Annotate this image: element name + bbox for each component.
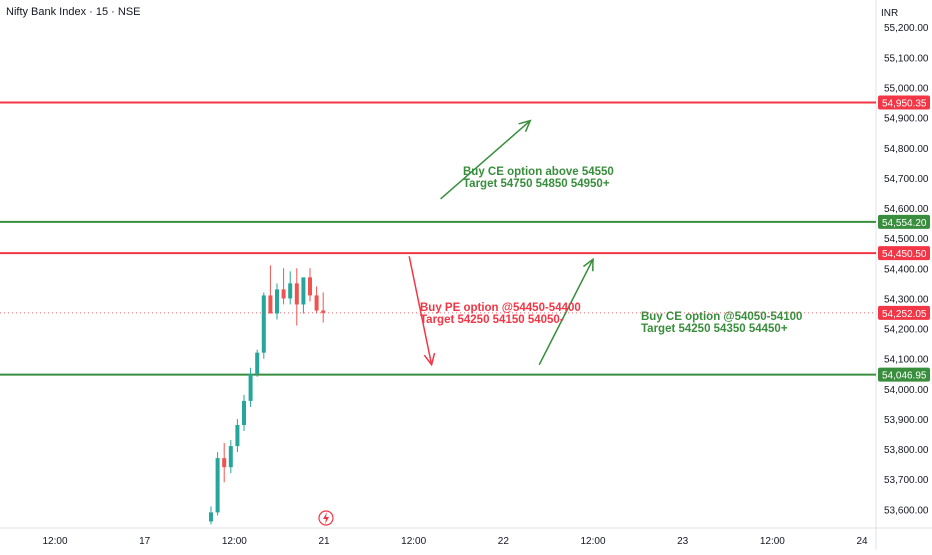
arrow-line[interactable]: [440, 120, 531, 200]
y-tick-label: 54,100.00: [884, 355, 929, 366]
last-price-tag: [878, 305, 930, 320]
candle-body[interactable]: [261, 295, 266, 353]
y-tick-label: 55,200.00: [884, 23, 929, 34]
y-tick-label: 54,200.00: [884, 325, 929, 336]
level-price-tag: [878, 95, 930, 110]
y-tick-label: 55,100.00: [884, 53, 929, 64]
y-tick-label: 54,300.00: [884, 294, 929, 305]
candle-body[interactable]: [275, 289, 279, 314]
candle-body[interactable]: [294, 283, 299, 305]
level-price-label: 54,554.20: [882, 218, 927, 229]
annotation-text: Target 54750 54850 54950+: [463, 178, 610, 190]
candle-body[interactable]: [281, 289, 286, 299]
level-price-tag: [878, 367, 930, 382]
arrow-head: [518, 119, 532, 132]
annotation-text: Target 54250 54350 54450+: [641, 323, 788, 335]
y-tick-label: 54,600.00: [884, 204, 929, 215]
candle-body[interactable]: [308, 277, 312, 296]
last-price-label: 54,252.05: [882, 309, 927, 320]
x-tick-label: 22: [498, 536, 510, 547]
arrow-line[interactable]: [408, 256, 433, 365]
candle-body[interactable]: [321, 310, 326, 313]
candle-body[interactable]: [248, 373, 253, 401]
currency-label[interactable]: INR: [881, 8, 899, 19]
candle-body[interactable]: [209, 512, 213, 522]
candle-body[interactable]: [215, 458, 220, 513]
level-price-label: 54,046.95: [882, 371, 927, 382]
level-price-tag: [878, 214, 930, 229]
arrow-head: [423, 352, 436, 367]
annotation-text: Buy CE option @54050-54100: [641, 311, 802, 323]
level-price-label: 54,450.50: [882, 249, 927, 260]
x-tick-label: 12:00: [760, 536, 785, 547]
x-tick-label: 12:00: [222, 536, 247, 547]
x-tick-label: 12:00: [581, 536, 606, 547]
candle-body[interactable]: [301, 277, 306, 305]
candle-body[interactable]: [242, 400, 246, 425]
y-tick-label: 54,400.00: [884, 264, 929, 275]
y-tick-label: 53,600.00: [884, 505, 929, 516]
arrow-line[interactable]: [538, 258, 594, 366]
candle-body[interactable]: [228, 446, 233, 468]
y-tick-label: 54,900.00: [884, 114, 929, 125]
y-tick-label: 54,000.00: [884, 385, 929, 396]
annotation-text: Buy PE option @54450-54400: [420, 302, 581, 314]
y-tick-label: 53,800.00: [884, 445, 929, 456]
x-tick-label: 12:00: [401, 536, 426, 547]
x-tick-label: 24: [856, 536, 868, 547]
x-tick-label: 17: [139, 536, 151, 547]
y-tick-label: 53,700.00: [884, 475, 929, 486]
level-price-tag: [878, 246, 930, 261]
candle-body[interactable]: [288, 283, 293, 299]
x-tick-label: 12:00: [42, 536, 67, 547]
lightning-icon: [323, 512, 329, 524]
candle-body[interactable]: [268, 295, 273, 314]
y-tick-label: 55,000.00: [884, 84, 929, 95]
annotation-text: Target 54250 54150 54050-: [420, 314, 564, 326]
y-tick-label: 54,700.00: [884, 174, 929, 185]
x-tick-label: 23: [677, 536, 689, 547]
candle-body[interactable]: [255, 352, 260, 374]
y-tick-label: 53,900.00: [884, 415, 929, 426]
candle-body[interactable]: [222, 458, 227, 468]
level-price-label: 54,950.35: [882, 98, 927, 109]
annotation-text: Buy CE option above 54550: [463, 166, 614, 178]
x-tick-label: 21: [318, 536, 330, 547]
candle-body[interactable]: [235, 424, 240, 447]
candle-body[interactable]: [314, 295, 319, 311]
y-tick-label: 54,800.00: [884, 144, 929, 155]
chart-title: Nifty Bank Index · 15 · NSE: [6, 6, 141, 18]
y-tick-label: 54,500.00: [884, 234, 929, 245]
arrow-head: [583, 257, 594, 272]
